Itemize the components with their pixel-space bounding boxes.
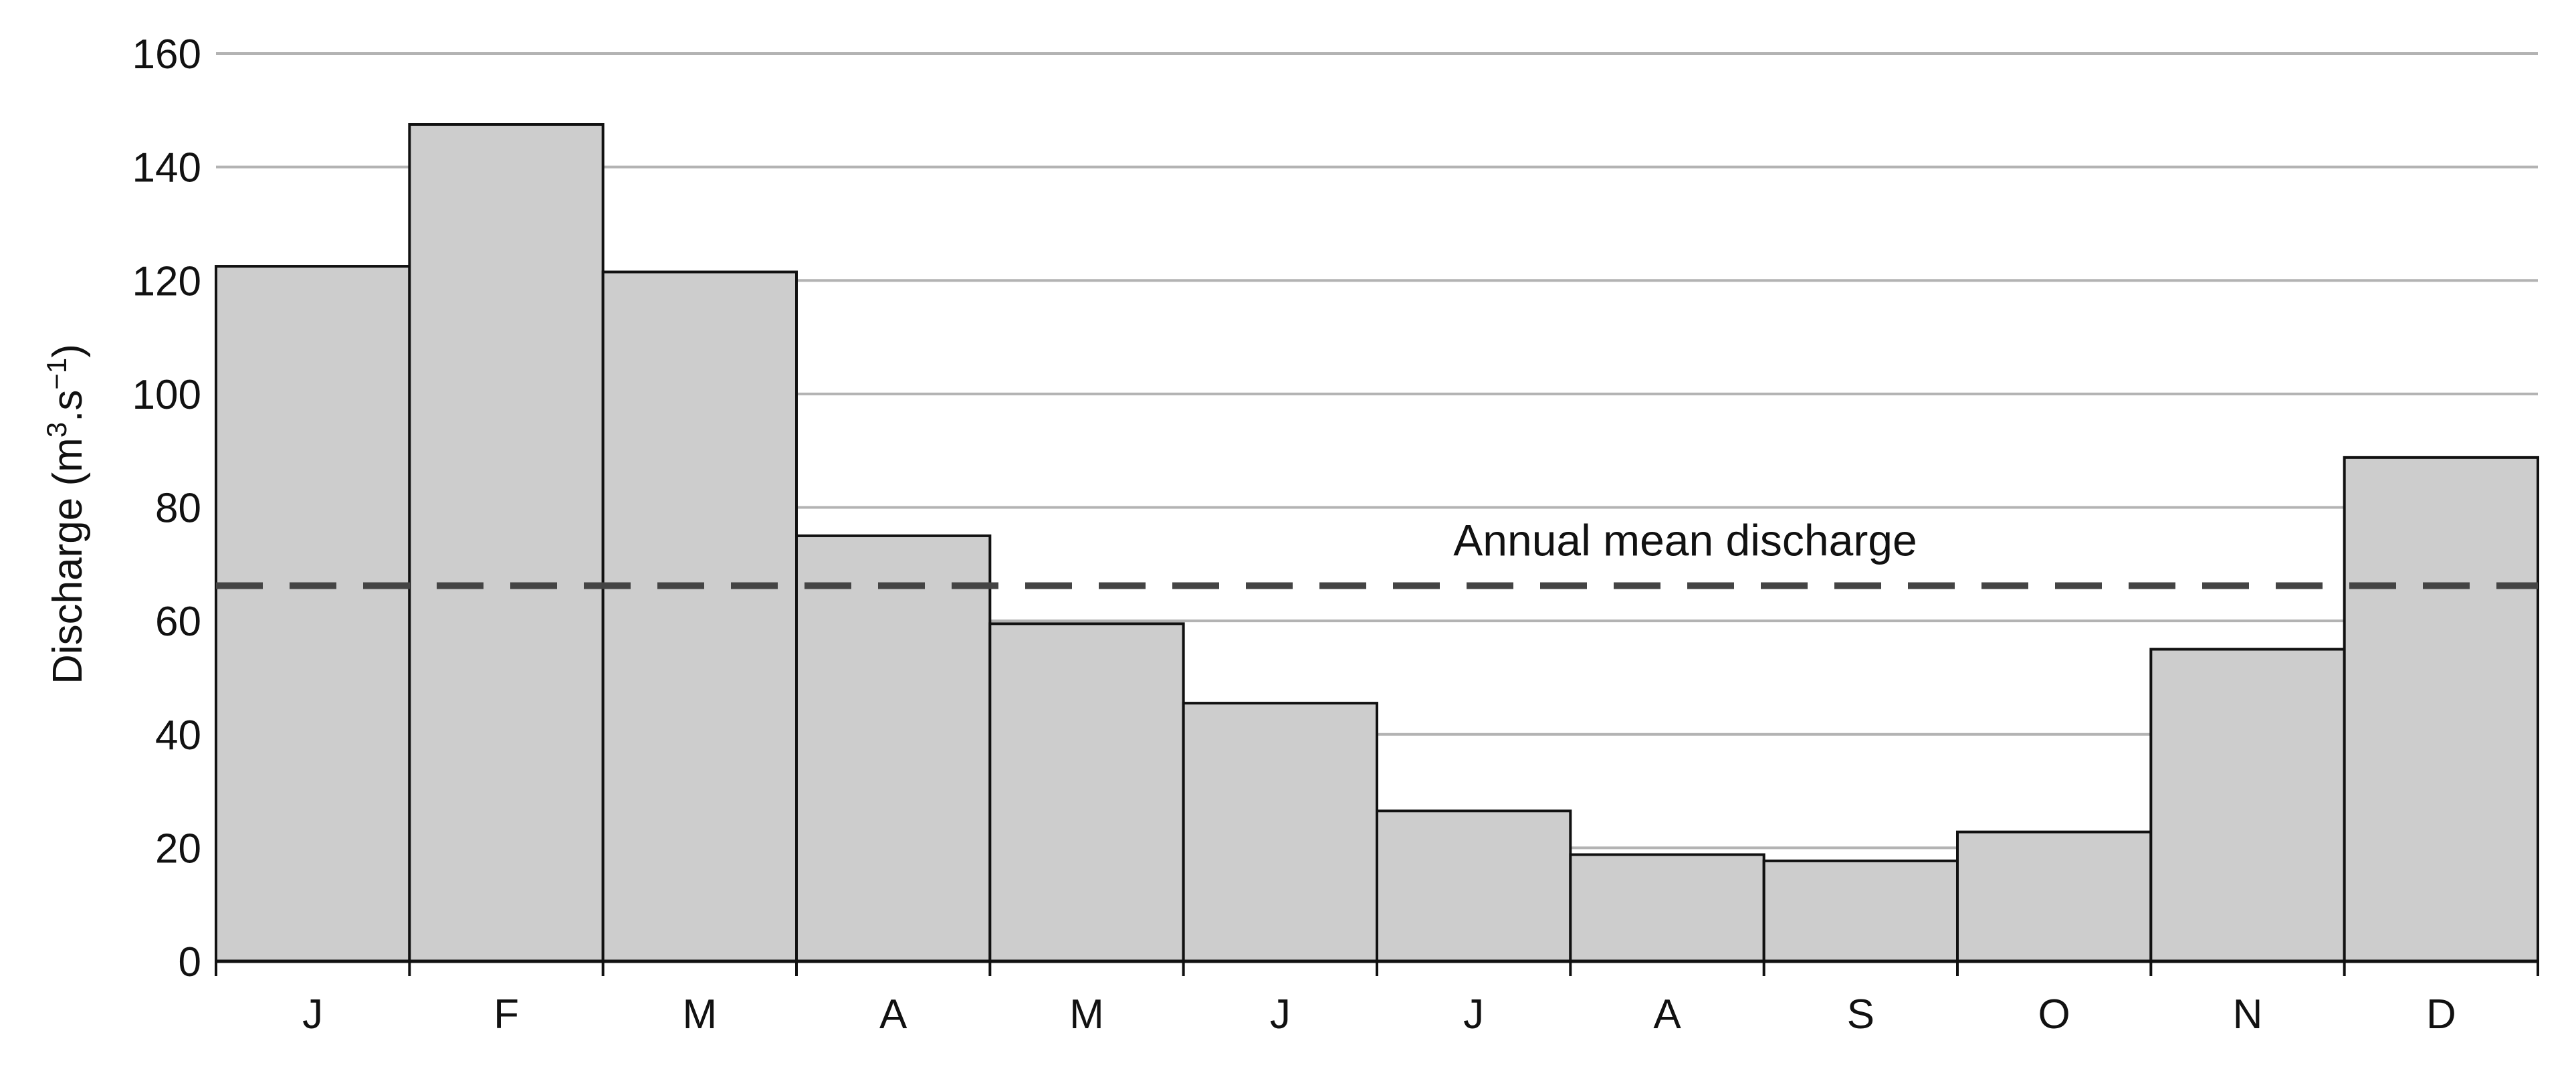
- x-tick-label: N: [2233, 991, 2263, 1038]
- y-tick-label: 160: [132, 31, 201, 78]
- bar-11: [2343, 456, 2540, 963]
- bar-10: [2149, 648, 2346, 963]
- x-tick-label: S: [1847, 991, 1874, 1038]
- bar-9: [1956, 830, 2153, 963]
- bar-0: [215, 265, 411, 963]
- x-tick-label: J: [302, 991, 323, 1038]
- y-tick-label: 140: [132, 145, 201, 191]
- mean-line-label: Annual mean discharge: [1453, 516, 1917, 565]
- bar-7: [1569, 853, 1765, 963]
- y-tick-label: 80: [155, 486, 201, 532]
- x-tick-label: A: [1653, 991, 1681, 1038]
- x-tick-label: M: [1069, 991, 1104, 1038]
- bar-6: [1376, 809, 1572, 963]
- tick-labels: 0 20 40 60 80 100 120 140 160 J F M A M J J A S O N D: [132, 31, 2456, 1038]
- bar-1: [408, 123, 605, 963]
- bar-2: [601, 270, 798, 963]
- bar-8: [1762, 859, 1959, 963]
- x-tick-label: D: [2426, 991, 2456, 1038]
- y-tick-label: 120: [132, 258, 201, 304]
- x-tick-label: F: [494, 991, 519, 1038]
- y-tick-label: 20: [155, 826, 201, 872]
- y-tick-label: 60: [155, 599, 201, 645]
- bar-4: [988, 622, 1185, 963]
- x-tick-label: A: [879, 991, 907, 1038]
- x-tick-label: M: [683, 991, 718, 1038]
- x-tick-label: J: [1270, 991, 1291, 1038]
- x-tick-label: J: [1463, 991, 1484, 1038]
- bars: [215, 123, 2540, 963]
- y-tick-label: 0: [179, 939, 201, 985]
- y-tick-label: 100: [132, 372, 201, 418]
- y-axis-title: Discharge (m3.s−1): [41, 344, 92, 684]
- x-axis: [215, 959, 2539, 976]
- bar-3: [795, 534, 992, 963]
- bar-5: [1182, 702, 1378, 963]
- y-tick-label: 40: [155, 712, 201, 759]
- x-tick-label: O: [2038, 991, 2070, 1038]
